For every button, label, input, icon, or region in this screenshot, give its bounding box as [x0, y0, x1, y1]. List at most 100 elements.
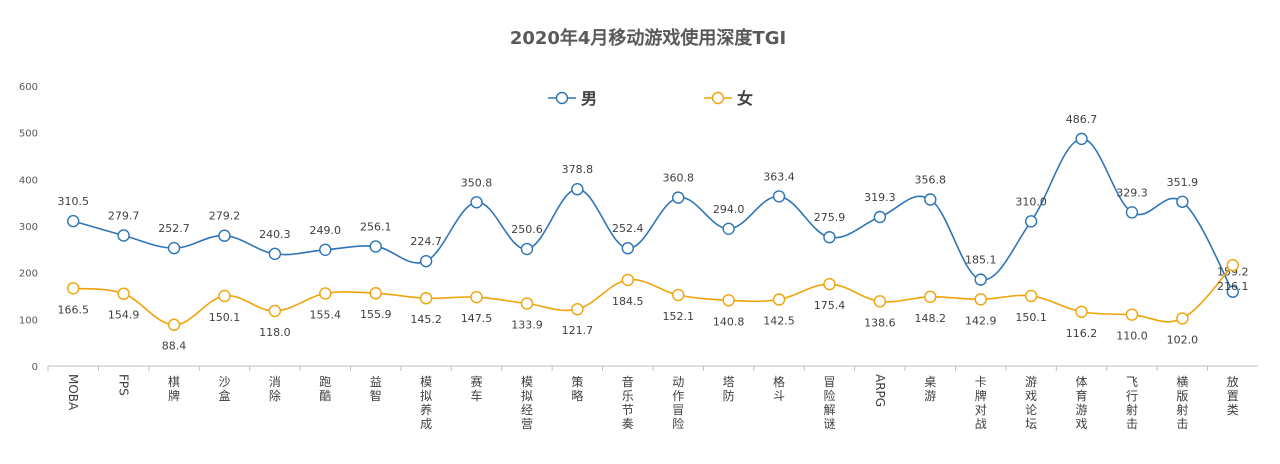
data-label: 256.1: [360, 220, 392, 233]
legend: 男女: [548, 89, 753, 108]
x-tick-label: 放置类: [1227, 374, 1239, 417]
x-tick-label: 飞行射击: [1126, 375, 1138, 431]
data-point: [218, 289, 231, 303]
data-point: [67, 214, 80, 228]
data-point: [924, 290, 937, 304]
data-point: [117, 287, 130, 300]
data-point: [319, 287, 332, 300]
data-point: [974, 273, 987, 286]
data-label: 486.7: [1066, 113, 1098, 126]
data-point: [621, 242, 634, 255]
x-tick-label: 卡牌对战: [975, 375, 987, 431]
data-point: [974, 293, 987, 306]
series-layer: 310.5 279.7 252.7 279.2 240.3 249.0 256.1 224.7…: [57, 113, 1248, 353]
data-point: [873, 295, 887, 308]
data-point: [1226, 285, 1239, 298]
data-label: 275.9: [814, 211, 846, 224]
data-point: [722, 294, 735, 307]
series-line: [73, 264, 1234, 326]
data-label: 224.7: [410, 235, 442, 248]
data-label: 118.0: [259, 326, 291, 339]
x-tick-label: 音乐节奏: [622, 374, 634, 431]
legend-marker: [711, 91, 725, 105]
data-label: 121.7: [562, 324, 594, 337]
data-point: [1125, 206, 1139, 219]
x-tick-label: 沙盒: [218, 375, 230, 403]
data-label: 240.3: [259, 228, 291, 241]
data-point: [823, 277, 836, 291]
data-label: 166.5: [57, 303, 89, 316]
x-tick-label: 体育游戏: [1076, 375, 1088, 431]
data-label: 360.8: [662, 172, 694, 185]
x-tick-label: 模拟养成: [420, 375, 432, 431]
data-label: 378.8: [562, 163, 594, 176]
data-point: [167, 241, 181, 255]
data-point: [520, 297, 534, 310]
x-tick-label: 塔防: [723, 375, 735, 403]
y-tick-label: 100: [19, 315, 38, 326]
y-tick-label: 600: [19, 82, 38, 93]
data-point: [369, 287, 382, 300]
data-label: 249.0: [310, 224, 342, 237]
data-point: [218, 229, 231, 242]
data-label: 155.4: [310, 308, 342, 321]
legend-item-male: 男: [548, 89, 597, 108]
data-point: [419, 292, 433, 305]
series-line: [72, 138, 1234, 293]
axes: 0 100 200 300 400 500 600 MOBA FPS 棋牌 沙盒 消除 跑酷 益智 模拟养成…: [19, 82, 1258, 431]
x-tick-label: 动作冒险: [672, 375, 684, 431]
x-tick-label: 益智: [370, 375, 382, 403]
data-point: [672, 191, 685, 204]
data-point: [167, 318, 181, 331]
data-point: [1024, 215, 1038, 228]
data-point: [924, 193, 937, 206]
data-label: 155.9: [360, 308, 392, 321]
data-label: 350.8: [461, 176, 493, 189]
data-label: 250.6: [511, 223, 543, 236]
series-male: 310.5 279.7 252.7 279.2 240.3 249.0 256.1 224.7…: [57, 113, 1249, 298]
x-tick-label: 桌游: [924, 375, 936, 403]
data-label: 142.5: [763, 315, 795, 328]
data-point: [772, 190, 786, 203]
legend-label: 男: [581, 89, 597, 108]
y-tick-label: 200: [19, 269, 38, 280]
data-label: 102.0: [1167, 333, 1199, 346]
data-point: [672, 288, 685, 302]
data-label: 351.9: [1167, 176, 1199, 189]
data-point: [722, 222, 735, 236]
data-point: [268, 304, 282, 318]
data-label: 138.6: [864, 316, 896, 329]
data-label: 116.2: [1066, 327, 1098, 340]
data-label: 252.4: [612, 222, 644, 235]
data-label: 252.7: [158, 222, 190, 235]
data-label: 88.4: [162, 340, 187, 353]
data-label: 110.0: [1116, 330, 1148, 343]
data-point: [823, 231, 836, 244]
data-point: [1024, 289, 1038, 303]
data-label: 279.2: [209, 210, 241, 223]
series-female: 166.5 154.9 88.4 150.1 118.0 155.4 155.9 145.2 1…: [57, 258, 1249, 353]
data-label: 140.8: [713, 315, 745, 328]
data-label: 329.3: [1116, 186, 1148, 199]
x-tick-label: 跑酷: [319, 375, 331, 403]
x-tick-label: MOBA: [66, 374, 80, 411]
x-tick-label: FPS: [117, 374, 131, 396]
data-label: 175.4: [814, 299, 846, 312]
x-tick-label: ARPG: [873, 374, 887, 407]
data-label: 145.2: [410, 313, 442, 326]
data-label: 310.5: [57, 195, 89, 208]
data-point: [1176, 195, 1189, 208]
y-tick-label: 0: [32, 362, 38, 373]
legend-item-female: 女: [704, 89, 753, 108]
data-point: [369, 240, 382, 253]
legend-marker: [555, 91, 569, 105]
data-label: 148.2: [915, 312, 947, 325]
data-point: [268, 247, 282, 261]
data-point: [1125, 308, 1139, 321]
data-label: 216.1: [1217, 280, 1249, 293]
data-label: 319.3: [864, 191, 896, 204]
y-tick-label: 300: [19, 222, 38, 233]
data-label: 310.0: [1015, 195, 1047, 208]
